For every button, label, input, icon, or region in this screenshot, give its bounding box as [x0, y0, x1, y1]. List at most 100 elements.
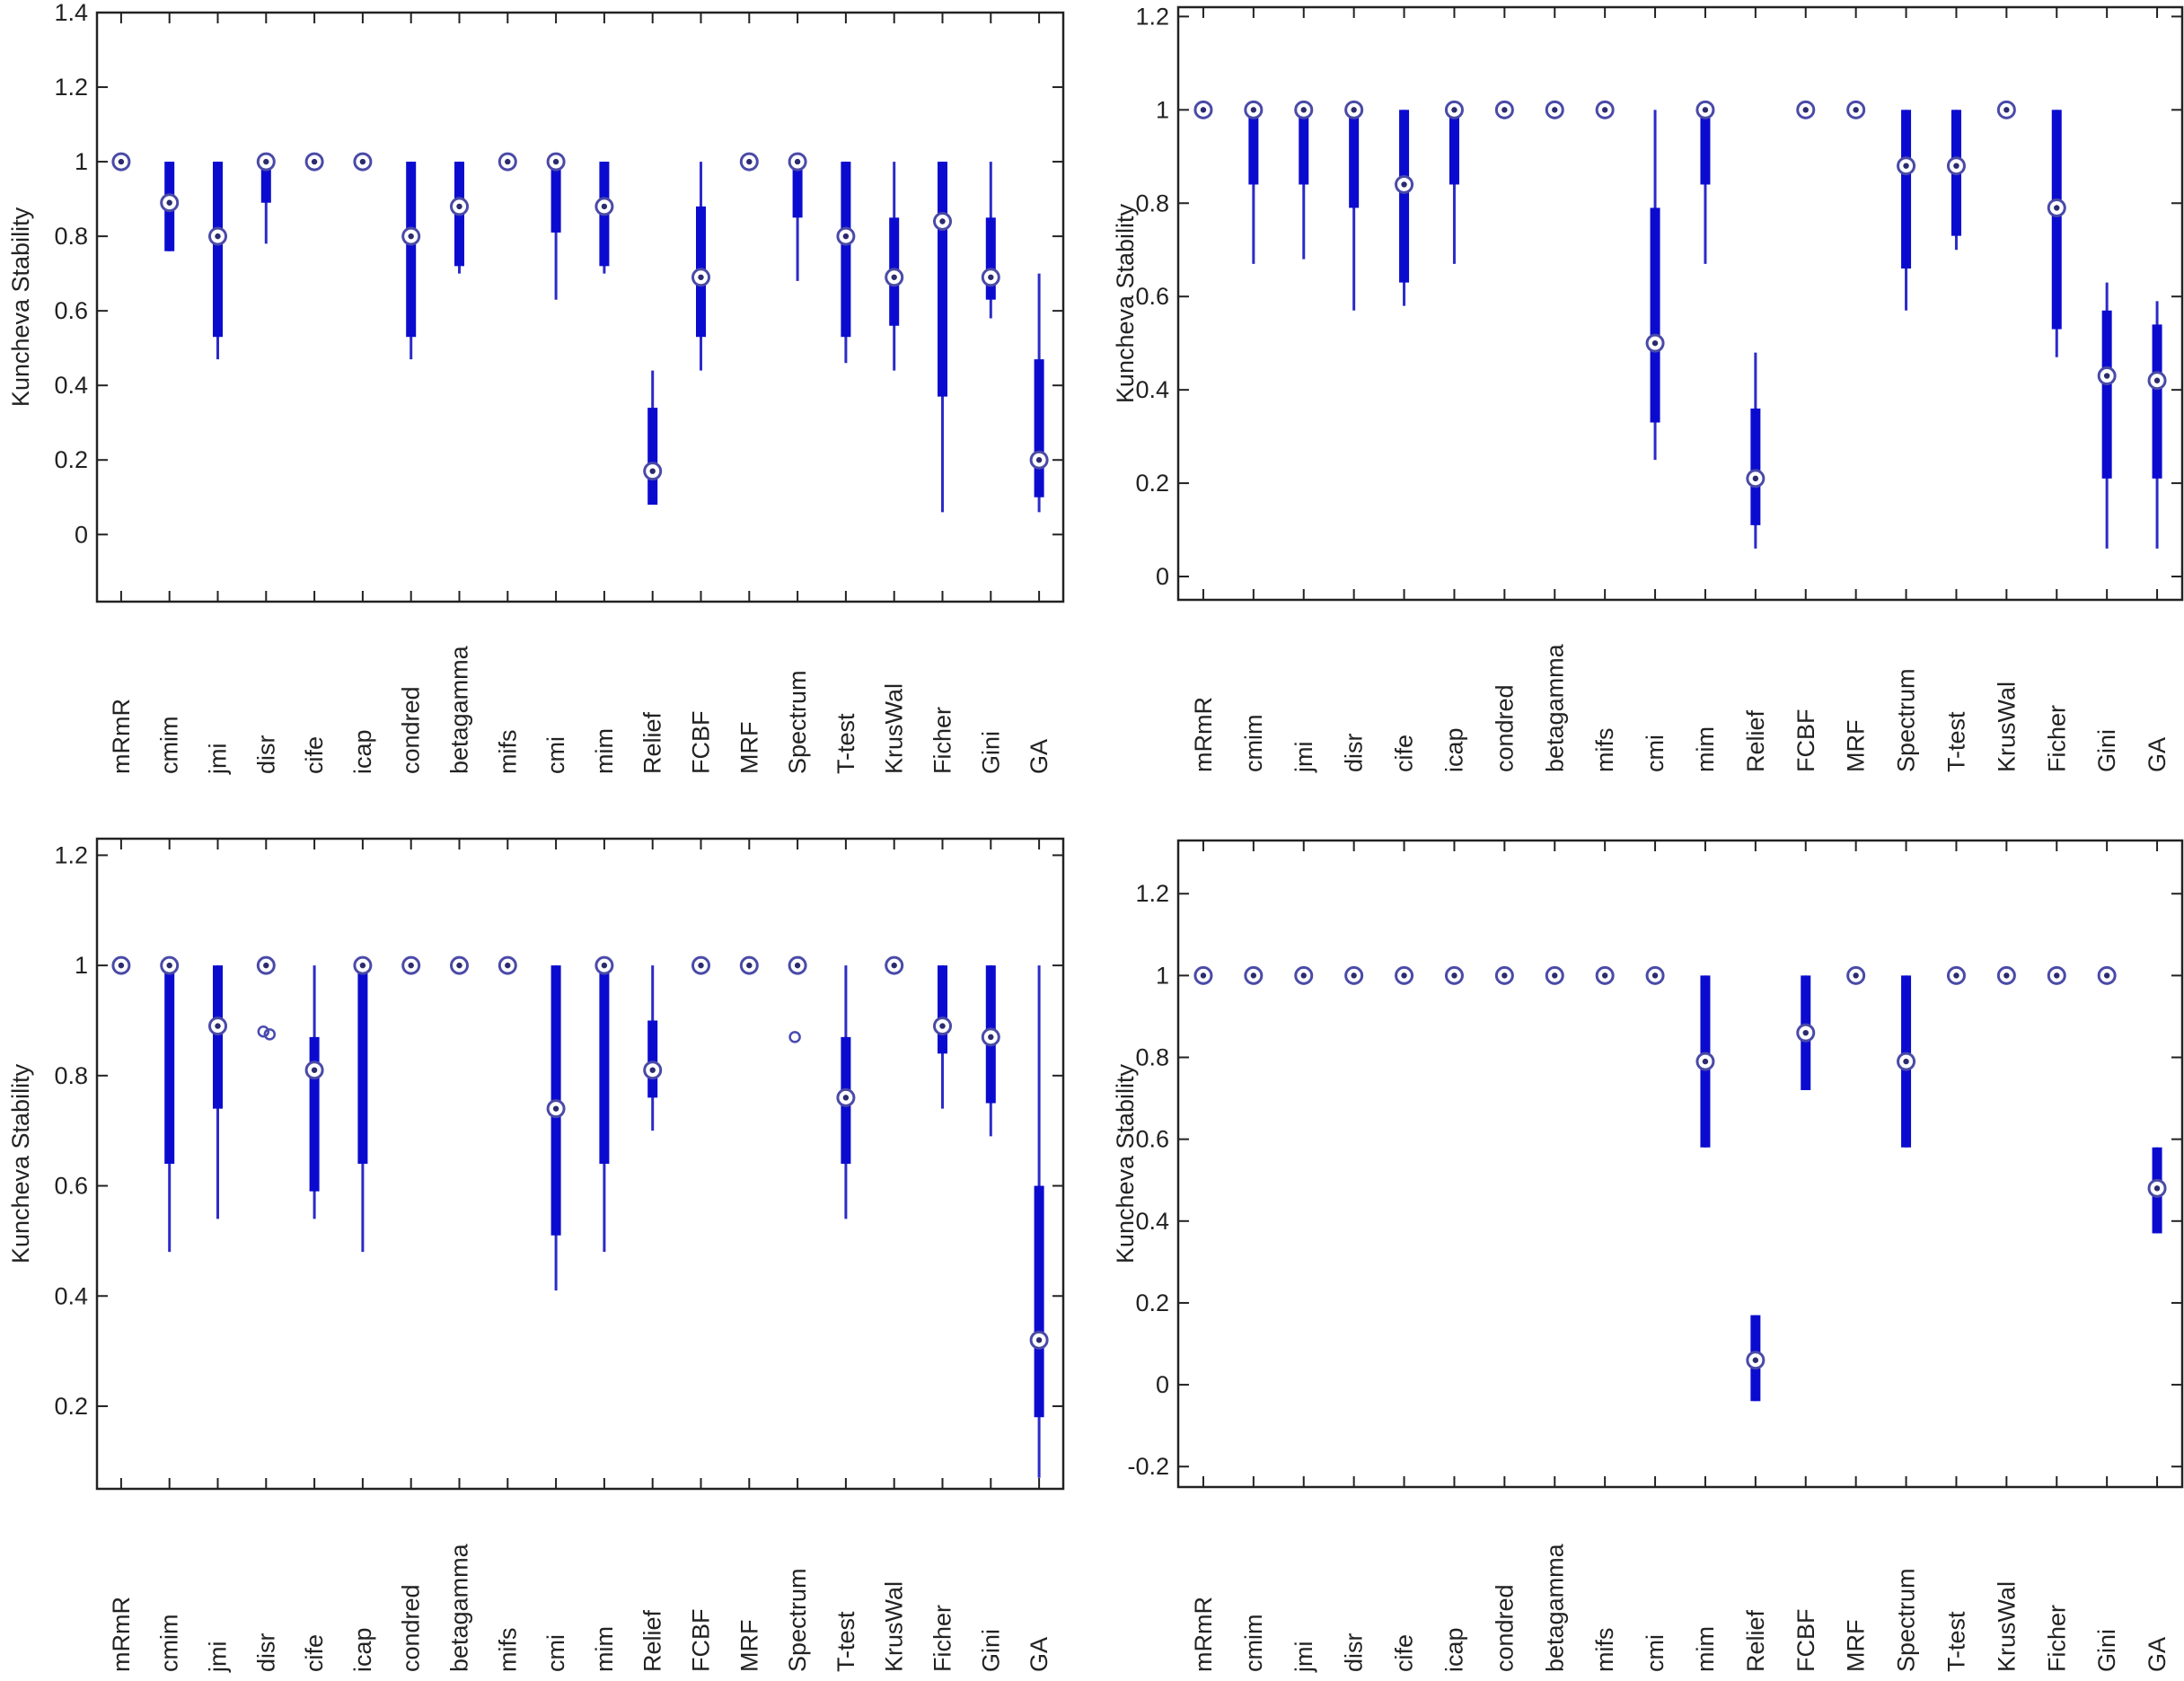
box-mrf	[1846, 100, 1866, 119]
median-dot	[1351, 973, 1357, 979]
median-dot	[1702, 107, 1709, 113]
category-label-cmi: cmi	[1642, 1634, 1669, 1672]
median-dot	[1903, 163, 1909, 169]
category-label-mifs: mifs	[1591, 1628, 1618, 1673]
plot-frame	[95, 11, 1065, 603]
median-marker	[643, 1061, 663, 1080]
median-marker	[353, 152, 373, 172]
category-label-relief: Relief	[639, 1609, 666, 1672]
median-marker	[208, 1017, 227, 1036]
box-cmim	[1244, 100, 1264, 264]
box-gini	[2097, 282, 2117, 549]
category-label-cife: cife	[1391, 735, 1418, 772]
box-t-test	[836, 162, 856, 364]
category-label-jmi: jmi	[1290, 1641, 1317, 1674]
median-marker	[1996, 965, 2016, 985]
category-label-relief: Relief	[1742, 1609, 1769, 1672]
box-icap	[353, 152, 373, 172]
median-marker	[111, 955, 131, 975]
box-cmim	[160, 955, 180, 1253]
category-label-ga: GA	[1026, 739, 1052, 774]
box-relief	[643, 370, 663, 506]
median-dot	[794, 158, 801, 165]
box-spectrum	[1897, 975, 1916, 1148]
median-dot	[1702, 1058, 1709, 1065]
category-label-spectrum: Spectrum	[1893, 1568, 1920, 1672]
y-tick-label: 0.4	[54, 372, 88, 399]
y-tick-label: 1	[1156, 96, 1169, 123]
iqr-box	[1750, 408, 1761, 525]
median-dot	[1200, 973, 1207, 979]
box-cife	[1395, 110, 1414, 306]
median-dot	[359, 158, 366, 165]
box-relief	[1746, 352, 1766, 549]
median-marker	[1294, 100, 1314, 119]
iqr-box	[1650, 207, 1660, 423]
category-label-icap: icap	[1440, 1627, 1467, 1672]
box-fcbf	[691, 955, 710, 975]
category-label-kruswal: KrusWal	[1993, 682, 2020, 772]
category-label-spectrum: Spectrum	[784, 1568, 811, 1672]
box-ga	[2147, 1147, 2167, 1234]
iqr-box	[938, 162, 947, 397]
median-marker	[1395, 174, 1414, 194]
median-marker	[788, 955, 807, 975]
category-label-gini: Gini	[977, 731, 1004, 774]
box-spectrum	[1897, 110, 1916, 311]
plot-frame	[95, 837, 1065, 1491]
box-spectrum	[788, 152, 807, 281]
median-marker	[788, 152, 807, 172]
median-marker	[401, 226, 421, 246]
median-marker	[304, 1061, 324, 1080]
iqr-box	[213, 965, 223, 1109]
y-tick-label: 0.8	[1135, 1044, 1169, 1071]
category-label-relief: Relief	[639, 711, 666, 774]
box-cmim	[160, 162, 180, 251]
category-label-disr: disr	[1341, 733, 1368, 772]
median-marker	[1946, 156, 1966, 176]
category-label-cmim: cmim	[156, 1615, 183, 1672]
median-marker	[353, 955, 373, 975]
y-axis-label: Kuncheva Stability	[7, 1063, 34, 1263]
iqr-box	[1700, 110, 1711, 185]
y-tick-label: 0.6	[1135, 1126, 1169, 1153]
iqr-box	[841, 162, 851, 338]
median-dot	[1351, 107, 1357, 113]
median-dot	[746, 962, 753, 969]
median-dot	[1853, 973, 1859, 979]
category-label-gini: Gini	[977, 1629, 1004, 1672]
box-betagamma	[450, 162, 469, 274]
box-betagamma	[1545, 100, 1564, 119]
category-label-icap: icap	[349, 1627, 376, 1672]
box-jmi	[208, 162, 227, 360]
category-label-jmi: jmi	[205, 1641, 232, 1674]
box-cmi	[546, 965, 566, 1291]
median-dot	[456, 962, 462, 969]
median-dot	[2153, 1185, 2161, 1192]
category-label-fcbf: FCBF	[688, 711, 715, 775]
median-dot	[311, 1067, 318, 1073]
iqr-box	[550, 162, 561, 233]
median-dot	[988, 1034, 994, 1041]
median-marker	[1444, 965, 1464, 985]
y-axis-label: Kuncheva Stability	[1112, 1063, 1139, 1263]
median-marker	[691, 955, 710, 975]
box-gini	[981, 162, 1000, 319]
median-dot	[698, 962, 704, 969]
category-label-cmim: cmim	[1240, 715, 1267, 772]
box-mim	[594, 955, 614, 1253]
box-fcbf	[1796, 100, 1816, 119]
box-kruswal	[1996, 965, 2016, 985]
y-tick-label: 0.2	[54, 446, 88, 473]
median-dot	[215, 1023, 221, 1029]
median-marker	[643, 462, 663, 481]
median-dot	[2054, 973, 2060, 979]
iqr-box	[213, 162, 223, 338]
median-marker	[2147, 371, 2167, 391]
y-tick-label: 1	[1156, 962, 1169, 989]
panel-bottom-right: -0.2 0 0.2 0.4 0.6 0.8 1 1.2 Kuncheva Stability m…	[1112, 839, 2184, 1674]
iqr-box	[2051, 110, 2062, 330]
median-dot	[842, 233, 850, 240]
box-mifs	[498, 152, 517, 172]
median-marker	[1796, 100, 1816, 119]
